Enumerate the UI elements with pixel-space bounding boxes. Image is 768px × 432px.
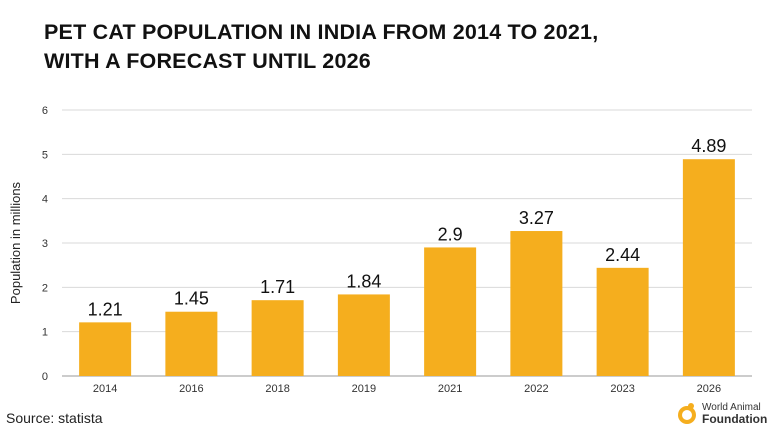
data-label: 1.84	[346, 271, 381, 291]
data-label: 1.45	[174, 289, 209, 309]
y-tick-label: 4	[42, 194, 48, 206]
logo-text-2: Foundation	[702, 412, 768, 426]
x-tick-label: 2019	[352, 383, 376, 395]
bar-2014	[79, 322, 132, 376]
data-label: 2.44	[605, 245, 640, 265]
y-tick-label: 1	[42, 327, 48, 339]
x-tick-label: 2016	[179, 383, 203, 395]
bar-2018	[251, 300, 304, 376]
logo-icon	[678, 403, 696, 424]
data-label: 2.9	[438, 224, 463, 244]
x-tick-label: 2018	[265, 383, 289, 395]
x-tick-label: 2023	[610, 383, 634, 395]
bar-2019	[337, 294, 390, 376]
bar-2016	[165, 311, 218, 376]
chart-title: PET CAT POPULATION IN INDIA FROM 2014 TO…	[44, 18, 598, 76]
data-label: 3.27	[519, 208, 554, 228]
data-label: 1.21	[88, 299, 123, 319]
x-tick-label: 2021	[438, 383, 462, 395]
bar-2023	[596, 267, 649, 376]
data-label: 4.89	[691, 136, 726, 156]
y-tick-label: 2	[42, 282, 48, 294]
title-line-1: PET CAT POPULATION IN INDIA FROM 2014 TO…	[44, 20, 599, 44]
data-label: 1.71	[260, 277, 295, 297]
logo-text-1: World Animal	[702, 402, 761, 413]
logo: World Animal Foundation	[676, 402, 767, 426]
y-tick-label: 0	[42, 371, 48, 383]
y-tick-label: 3	[42, 238, 48, 250]
y-tick-label: 6	[42, 105, 48, 117]
bar-2022	[510, 231, 563, 376]
x-tick-label: 2014	[93, 383, 117, 395]
title-line-2: WITH A FORECAST UNTIL 2026	[44, 49, 371, 73]
y-tick-label: 5	[42, 149, 48, 161]
source-note: Source: statista	[6, 410, 103, 426]
x-tick-label: 2022	[524, 383, 548, 395]
bar-2021	[424, 247, 477, 376]
x-tick-label: 2026	[697, 383, 721, 395]
bar-2026	[682, 159, 735, 376]
y-axis-label: Population in millions	[8, 181, 23, 304]
